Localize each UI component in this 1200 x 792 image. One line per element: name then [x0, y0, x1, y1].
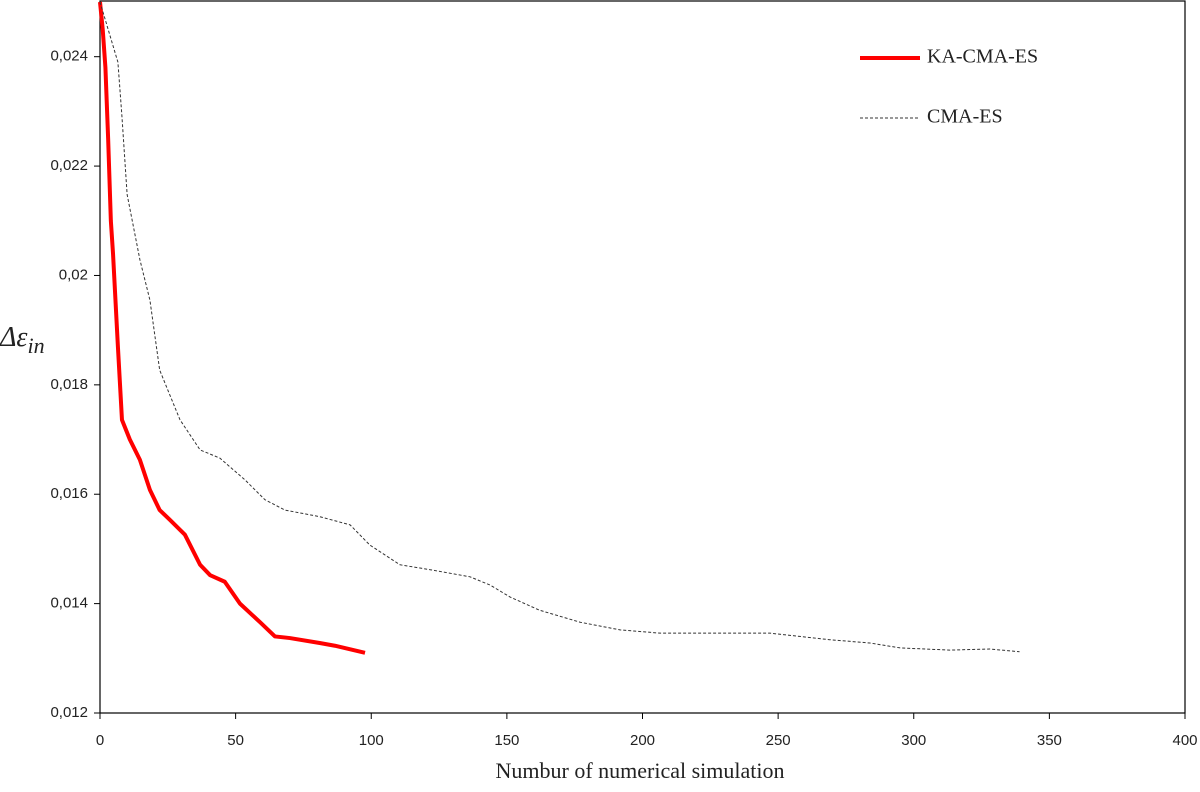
x-tick-label: 300: [901, 732, 926, 749]
x-tick-label: 250: [766, 732, 791, 749]
legend-label: KA-CMA-ES: [927, 46, 1038, 68]
series-line: [99, 1, 1020, 653]
y-tick-label: 0,014: [50, 595, 88, 612]
x-tick-label: 200: [630, 732, 655, 749]
y-axis-label: Δεin: [0, 322, 45, 358]
y-tick-label: 0,022: [50, 157, 88, 174]
plot-frame: [99, 0, 1186, 714]
x-tick-label: 0: [96, 732, 104, 749]
x-tick-label: 100: [359, 732, 384, 749]
y-tick-label: 0,02: [59, 266, 88, 283]
y-tick-label: 0,018: [50, 376, 88, 393]
x-axis-label: Numbur of numerical simulation: [496, 758, 785, 783]
x-tick-label: 350: [1037, 732, 1062, 749]
x-tick-label: 400: [1172, 732, 1197, 749]
legend-label: CMA-ES: [927, 106, 1003, 128]
y-axis-label-main: Δε: [0, 322, 27, 353]
series-line: [98, 1, 366, 655]
y-tick-label: 0,024: [50, 48, 88, 65]
y-axis-label-subscript: in: [27, 333, 44, 358]
x-tick-label: 50: [227, 732, 244, 749]
y-tick-label: 0,016: [50, 485, 88, 502]
y-tick-label: 0,012: [50, 704, 88, 721]
x-tick-label: 150: [494, 732, 519, 749]
